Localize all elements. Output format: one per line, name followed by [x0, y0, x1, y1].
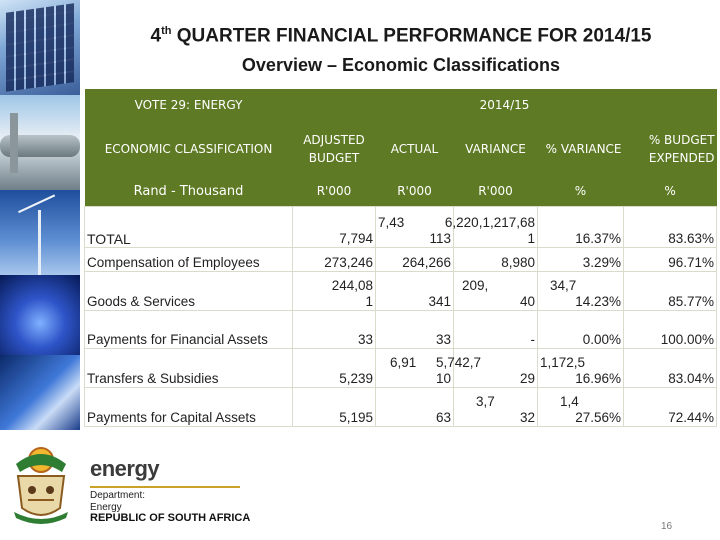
row-name: Compensation of Employees — [84, 246, 293, 272]
page-subtitle: Overview – Economic Classifications — [241, 55, 561, 75]
row-name: Payments for Financial Assets — [84, 309, 293, 349]
header-row-vote: VOTE 29: ENERGY 2014/15 — [84, 89, 717, 120]
unit-actual: R'000 — [397, 184, 432, 199]
table-row: Goods & Services 244,08 1 341 209, 40 34,7… — [84, 270, 718, 311]
country-label: REPUBLIC OF SOUTH AFRICA — [90, 512, 251, 524]
col-adjusted-budget: ADJUSTED BUDGET — [303, 132, 365, 165]
cell-actual: 341 — [375, 270, 454, 311]
cell-pct-expended: 85.77% — [622, 270, 718, 311]
unit-pct-variance: % — [574, 184, 587, 199]
brand-divider — [90, 486, 240, 488]
cell-pct-expended: 83.63% — [622, 205, 718, 248]
table-row: Transfers & Subsidies 5,239 6,91 10 5,742… — [84, 347, 718, 388]
pipeline-image — [0, 95, 80, 190]
cell-pct-expended: 83.04% — [622, 347, 718, 388]
page-number: 16 — [661, 521, 673, 532]
col-pct-variance: % VARIANCE — [545, 141, 622, 156]
vote-label: VOTE 29: ENERGY — [134, 97, 243, 112]
cell-variance: 6,220,1,217,68 1 — [445, 205, 538, 248]
cell-budget: 244,08 1 — [292, 270, 376, 311]
cell-pct-variance: 1,4 27.56% — [537, 386, 624, 427]
unit-budget: R'000 — [316, 184, 352, 199]
cell-budget: 5,195 — [292, 386, 376, 427]
cell-pct-variance: 1,172,5 16.96% — [537, 347, 624, 388]
col-actual: ACTUAL — [390, 141, 439, 156]
unit-pct-expended: % — [664, 184, 676, 199]
col-pct-budget-expended: % BUDGET EXPENDED — [648, 132, 715, 165]
brand-name: energy — [90, 456, 160, 481]
page-title: 4th QUARTER FINANCIAL PERFORMANCE FOR 20… — [150, 25, 652, 47]
gas-flame-image — [0, 275, 80, 355]
units-label: Rand - Thousand — [133, 183, 244, 199]
classification-label: ECONOMIC CLASSIFICATION — [104, 141, 273, 156]
cell-budget: 33 — [292, 309, 376, 349]
row-name: Payments for Capital Assets — [84, 386, 293, 427]
cell-variance: 3,7 32 — [453, 386, 538, 427]
coat-of-arms-logo — [14, 447, 68, 524]
unit-variance: R'000 — [478, 184, 513, 199]
cell-variance: 8,980 — [453, 246, 538, 272]
cell-actual: 264,266 — [375, 246, 454, 272]
cell-pct-variance: 16.37% — [537, 205, 624, 248]
cell-budget: 7,794 — [292, 205, 376, 248]
cell-variance: 5,742,7 29 — [436, 347, 538, 388]
table-row: TOTAL 7,794 7,43 113 6,220,1,217,68 1 16.3… — [84, 205, 718, 248]
row-name: Goods & Services — [84, 270, 293, 311]
table-row: Payments for Financial Assets 33 33 - 0.… — [84, 309, 718, 349]
col-variance: VARIANCE — [465, 141, 526, 156]
cell-pct-variance: 34,7 14.23% — [537, 270, 624, 311]
cell-actual: 6,91 10 — [375, 347, 454, 388]
cell-budget: 273,246 — [292, 246, 376, 272]
cell-pct-variance: 0.00% — [537, 309, 624, 349]
wind-turbine-image — [0, 190, 80, 275]
row-name: TOTAL — [84, 205, 293, 248]
table-row: Compensation of Employees 273,246 264,26… — [84, 246, 718, 272]
energy-bulb-image — [0, 355, 80, 430]
cell-pct-expended: 96.71% — [622, 246, 718, 272]
cell-pct-variance: 3.29% — [537, 246, 624, 272]
header-row-units: Rand - Thousand R'000 R'000 R'000 % % — [84, 177, 717, 206]
financial-table: VOTE 29: ENERGY 2014/15 ECONOMIC CLASSIF… — [84, 89, 718, 427]
cell-variance: 209, 40 — [453, 270, 538, 311]
cell-budget: 5,239 — [292, 347, 376, 388]
cell-pct-expended: 72.44% — [622, 386, 718, 427]
left-image-strip — [0, 0, 80, 430]
cell-actual: 7,43 113 — [375, 205, 454, 248]
cell-actual: 63 — [375, 386, 454, 427]
cell-pct-expended: 100.00% — [622, 309, 718, 349]
row-name: Transfers & Subsidies — [84, 347, 293, 388]
department-label: Department: Energy — [90, 490, 146, 513]
header-row-columns: ECONOMIC CLASSIFICATION ADJUSTED BUDGET … — [84, 120, 717, 177]
cell-variance: - — [453, 309, 538, 349]
table-row: Payments for Capital Assets 5,195 63 3,7… — [84, 386, 718, 427]
solar-panel-image — [0, 0, 80, 95]
cell-actual: 33 — [375, 309, 454, 349]
year-label: 2014/15 — [479, 97, 530, 112]
